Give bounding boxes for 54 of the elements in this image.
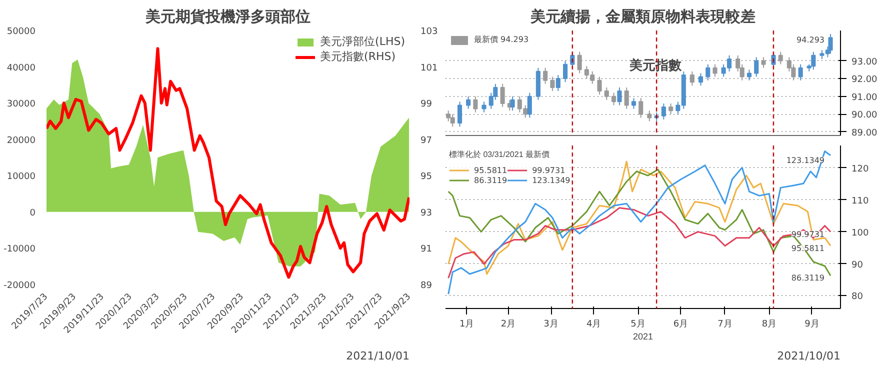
annotation: 94.293 bbox=[796, 36, 825, 45]
text: 2021/10/01 bbox=[346, 350, 410, 362]
y-tick-label: 100 bbox=[852, 228, 869, 238]
text: 美元指數 bbox=[628, 58, 682, 74]
legend-label: 95.5811 bbox=[474, 165, 508, 175]
y-tick-label: 50000 bbox=[6, 27, 36, 37]
x-tick-label: 8月 bbox=[762, 320, 777, 330]
x-tick-label: 1月 bbox=[460, 320, 474, 330]
chart-title: 美元期貨投機淨多頭部位 bbox=[144, 8, 310, 26]
legend-label: 最新價 94.293 bbox=[474, 34, 529, 45]
y-tick-label: 40000 bbox=[6, 63, 36, 74]
y-tick-label: 80 bbox=[852, 292, 864, 302]
annotation: 86.3119 bbox=[791, 274, 825, 283]
y-tick-label: 89.00 bbox=[852, 128, 878, 138]
y-tick-label: -20000 bbox=[4, 281, 36, 291]
y-tick-label: -10000 bbox=[4, 244, 36, 255]
legend-label: 86.3119 bbox=[474, 175, 508, 185]
y-tick-label: 93.00 bbox=[852, 57, 878, 68]
y-tick-label: 91.00 bbox=[852, 92, 878, 103]
x-tick-label: 3月 bbox=[544, 320, 558, 330]
y2-tick-label: 103 bbox=[420, 27, 438, 37]
y2-tick-label: 97 bbox=[420, 136, 432, 146]
y-tick-label: 30000 bbox=[6, 100, 36, 110]
chart-title: 美元續揚，金屬類原物料表現較差 bbox=[530, 8, 756, 26]
x-tick-label: 9月 bbox=[804, 320, 820, 330]
y2-tick-label: 91 bbox=[420, 244, 432, 255]
y2-tick-label: 101 bbox=[420, 63, 438, 74]
annotation: 95.5811 bbox=[791, 244, 825, 253]
x-tick-label: 5月 bbox=[630, 320, 646, 330]
legend-label: 美元指數(RHS) bbox=[320, 49, 396, 64]
y2-tick-label: 89 bbox=[420, 281, 432, 291]
x-axis-title: 2021 bbox=[632, 332, 654, 342]
annotation: 123.1349 bbox=[786, 156, 825, 165]
y-tick-label: 110 bbox=[852, 196, 869, 206]
y-tick-label: 10000 bbox=[6, 172, 36, 182]
y-tick-label: 90.00 bbox=[852, 110, 878, 121]
x-tick-label: 6月 bbox=[673, 320, 688, 330]
legend-title: 標準化於 03/31/2021 最新價 bbox=[449, 149, 550, 160]
x-tick-label: 2月 bbox=[500, 320, 516, 330]
legend-label: 99.9731 bbox=[532, 165, 566, 175]
annotation: 99.9731 bbox=[791, 230, 825, 239]
x-tick-label: 7月 bbox=[718, 320, 732, 330]
y-tick-label: 0 bbox=[30, 208, 36, 218]
y-tick-label: 92.00 bbox=[852, 75, 878, 86]
legend-label: 美元淨部位(LHS) bbox=[320, 34, 405, 49]
y2-tick-label: 99 bbox=[420, 100, 432, 110]
y2-tick-label: 95 bbox=[420, 172, 432, 182]
text: 2021/10/01 bbox=[777, 350, 841, 362]
y-tick-label: 20000 bbox=[6, 136, 36, 146]
legend-label: 123.1349 bbox=[532, 175, 570, 185]
y-tick-label: 120 bbox=[852, 164, 869, 174]
y2-tick-label: 93 bbox=[420, 208, 432, 218]
x-tick-label: 4月 bbox=[586, 320, 602, 330]
y-tick-label: 90 bbox=[852, 260, 864, 270]
